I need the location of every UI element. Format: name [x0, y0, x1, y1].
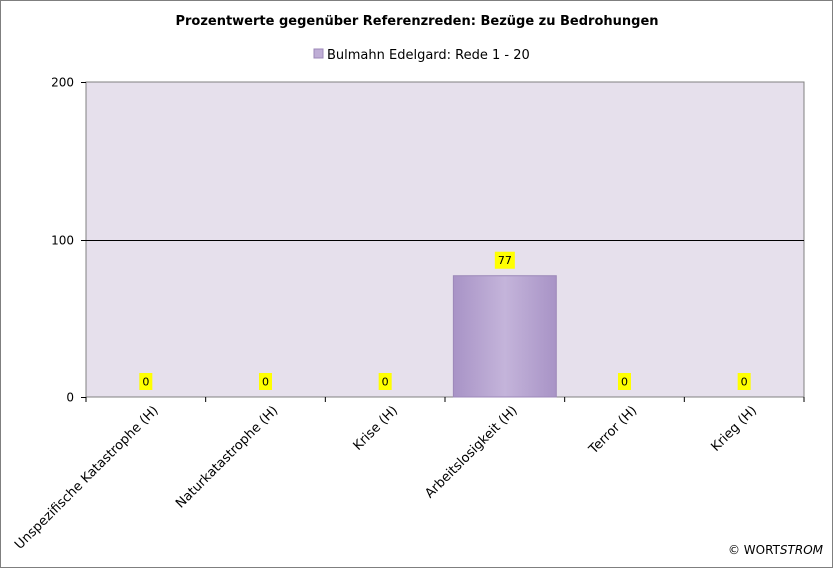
data-label-background: [139, 373, 153, 390]
data-label-background: [378, 373, 392, 390]
legend-label: Bulmahn Edelgard: Rede 1 - 20: [327, 48, 530, 63]
credit-prefix: © WORT: [728, 543, 781, 557]
data-label-background: [259, 373, 272, 390]
data-label-background: [618, 373, 631, 390]
data-label-background: [494, 251, 515, 269]
bars: [452, 275, 557, 398]
credit-suffix: STROM: [780, 543, 824, 557]
data-label: 0: [142, 376, 149, 389]
data-label: 77: [498, 254, 512, 267]
x-tick-label: Terror (H): [586, 403, 641, 458]
credit: © WORTSTROM: [728, 543, 824, 557]
x-tick-label: Naturkatastrophe (H): [173, 403, 281, 511]
y-tick-label: 0: [66, 391, 74, 405]
legend-swatch: [313, 48, 324, 59]
data-label-background: [737, 373, 751, 390]
x-tick-label: Krise (H): [351, 403, 401, 453]
x-tick-label: Arbeitslosigkeit (H): [422, 403, 520, 501]
plot-area: [85, 81, 805, 398]
x-tick-label: Unspezifische Katastrophe (H): [12, 403, 162, 553]
data-label: 0: [262, 376, 269, 389]
data-label: 0: [382, 376, 389, 389]
y-axis-ticks: 0 100 200: [51, 76, 86, 405]
bar: [452, 275, 557, 398]
x-tick-label: Krieg (H): [709, 403, 760, 454]
chart-title: Prozentwerte gegenüber Referenzreden: Be…: [175, 14, 658, 29]
data-labels: 0 0 0 77 0 0: [139, 251, 751, 390]
y-tick-label: 200: [51, 76, 74, 90]
x-axis-labels: Unspezifische Katastrophe (H) Naturkatast…: [12, 397, 805, 553]
legend: Bulmahn Edelgard: Rede 1 - 20: [313, 48, 530, 63]
data-label: 0: [741, 376, 748, 389]
y-tick-label: 100: [51, 234, 74, 248]
data-label: 0: [621, 376, 628, 389]
